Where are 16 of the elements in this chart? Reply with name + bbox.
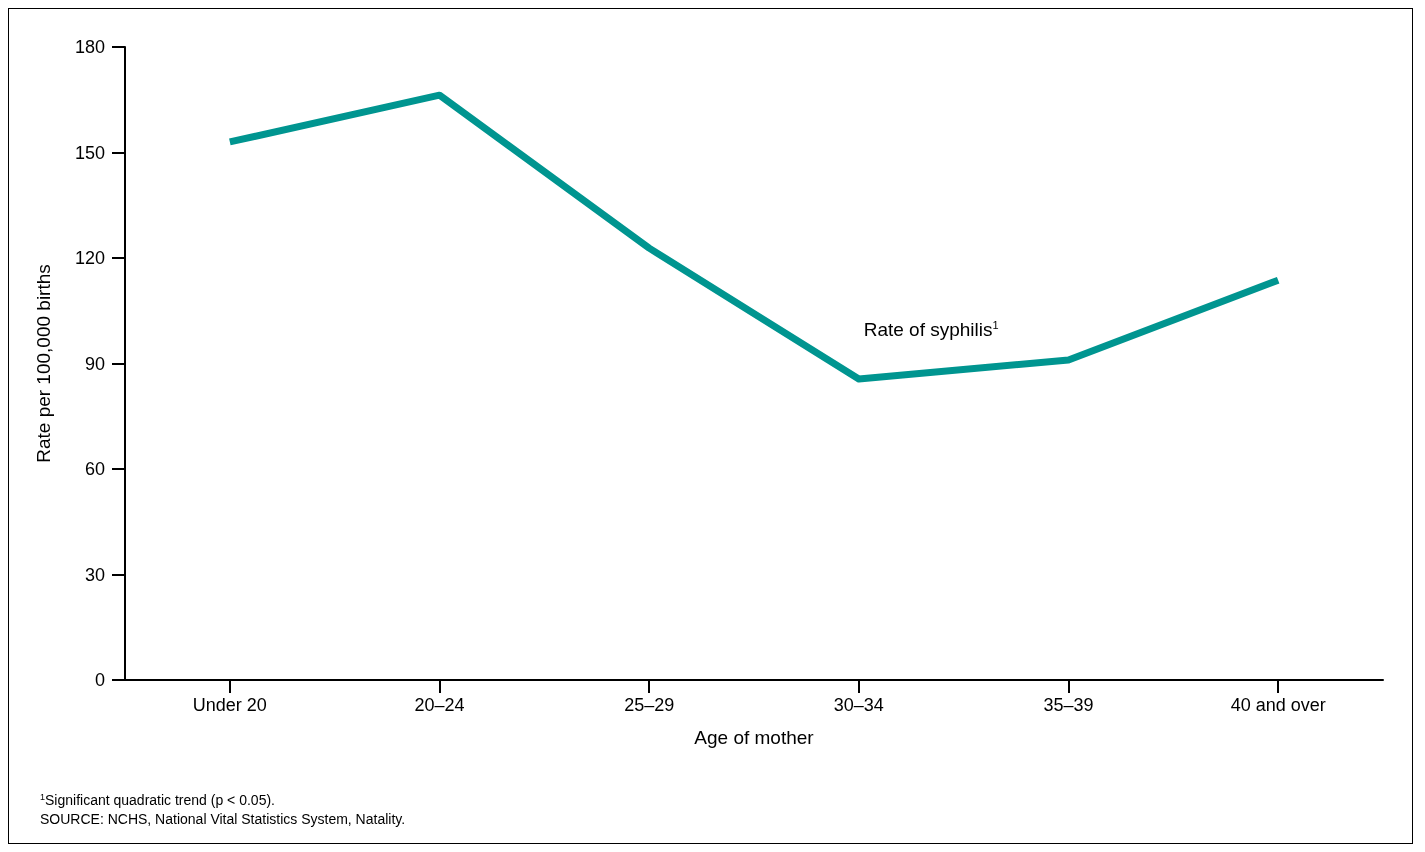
y-tick-label: 180 [74, 37, 105, 57]
y-axis-title: Rate per 100,000 births [33, 264, 54, 463]
x-tick-label: 30–34 [833, 695, 884, 715]
y-tick-label: 60 [84, 459, 105, 479]
y-tick-label: 120 [74, 248, 105, 268]
y-tick-label: 150 [74, 142, 105, 163]
source-note: SOURCE: NCHS, National Vital Statistics System, Natality. [40, 811, 406, 827]
y-tick-label: 0 [94, 670, 105, 690]
x-axis-title: Age of mother [694, 727, 815, 748]
x-tick-label: 20–24 [414, 695, 465, 715]
y-tick-label: 90 [84, 353, 105, 374]
x-tick-label: 35–39 [1043, 695, 1094, 715]
y-tick-label: 30 [84, 564, 105, 585]
x-tick-label: 40 and over [1230, 695, 1326, 715]
x-tick-label: 25–29 [624, 695, 675, 715]
x-tick-label: Under 20 [192, 695, 267, 715]
